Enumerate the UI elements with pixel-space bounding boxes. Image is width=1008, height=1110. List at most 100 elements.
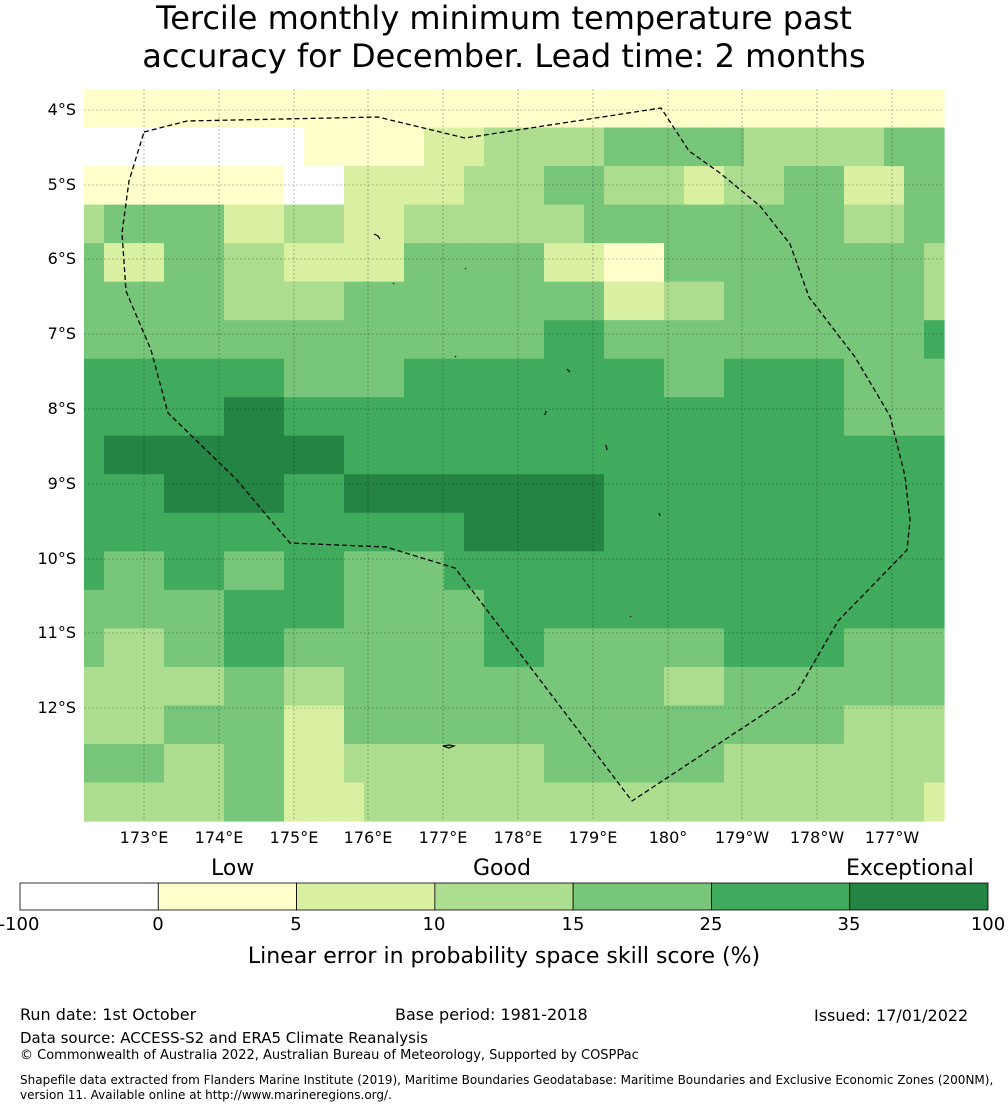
grid-cell bbox=[544, 127, 565, 167]
grid-cell bbox=[344, 474, 365, 514]
grid-cell bbox=[184, 204, 205, 244]
grid-cell bbox=[584, 628, 605, 668]
grid-cell bbox=[344, 666, 365, 707]
grid-cell bbox=[504, 551, 525, 591]
grid-cell bbox=[264, 705, 285, 745]
grid-cell bbox=[844, 166, 865, 206]
grid-cell bbox=[224, 320, 245, 360]
grid-cell bbox=[244, 474, 265, 514]
grid-cell bbox=[664, 705, 685, 745]
grid-cell bbox=[464, 435, 485, 475]
grid-cell bbox=[364, 320, 385, 360]
grid-cell bbox=[104, 281, 125, 321]
grid-cell bbox=[484, 589, 505, 629]
grid-cell bbox=[224, 589, 245, 629]
grid-cell bbox=[824, 166, 845, 206]
grid-cell bbox=[764, 204, 785, 244]
grid-cell bbox=[584, 166, 605, 206]
grid-cell bbox=[264, 127, 285, 167]
grid-cell bbox=[504, 628, 525, 668]
grid-cell bbox=[164, 166, 185, 206]
grid-cell bbox=[644, 666, 665, 707]
grid-cell bbox=[664, 474, 685, 514]
grid-cell bbox=[364, 166, 385, 206]
grid-cell bbox=[124, 127, 145, 167]
grid-cell bbox=[784, 397, 805, 437]
grid-cell bbox=[504, 358, 525, 398]
lon-label-178e: 178°E bbox=[493, 828, 543, 847]
grid-cell bbox=[864, 204, 885, 244]
grid-cell bbox=[444, 705, 465, 745]
grid-cell bbox=[464, 358, 485, 398]
grid-cell bbox=[844, 281, 865, 321]
grid-cell bbox=[864, 397, 885, 437]
grid-cell bbox=[644, 281, 665, 321]
grid-cell bbox=[404, 127, 425, 167]
colorbar-segment bbox=[434, 882, 574, 911]
grid-cell bbox=[364, 89, 385, 129]
grid-cell bbox=[224, 512, 245, 552]
grid-cell bbox=[524, 551, 545, 591]
grid-cell bbox=[804, 628, 825, 668]
grid-cell bbox=[764, 628, 785, 668]
grid-cell bbox=[164, 743, 185, 784]
grid-cell bbox=[844, 474, 865, 514]
grid-cell bbox=[204, 89, 225, 129]
grid-cell bbox=[504, 743, 525, 784]
grid-cell bbox=[384, 705, 405, 745]
grid-cell bbox=[344, 320, 365, 360]
grid-cell bbox=[584, 666, 605, 707]
grid-cell bbox=[244, 666, 265, 707]
grid-cell bbox=[424, 204, 445, 244]
grid-cell bbox=[544, 705, 565, 745]
grid-cell bbox=[884, 435, 905, 475]
grid-cell bbox=[404, 397, 425, 437]
grid-cell bbox=[204, 512, 225, 552]
grid-cell bbox=[644, 512, 665, 552]
grid-cell bbox=[204, 243, 225, 283]
grid-cell bbox=[84, 89, 105, 129]
grid-cell bbox=[784, 474, 805, 514]
grid-cell bbox=[444, 435, 465, 475]
grid-cell bbox=[84, 243, 105, 283]
grid-cell bbox=[304, 512, 325, 552]
grid-cell bbox=[124, 628, 145, 668]
lon-label-178w: 178°W bbox=[789, 828, 845, 847]
grid-cell bbox=[104, 243, 125, 283]
grid-cell bbox=[224, 358, 245, 398]
grid-cell bbox=[644, 320, 665, 360]
grid-cell bbox=[664, 166, 685, 206]
grid-cell bbox=[124, 358, 145, 398]
grid-cell bbox=[444, 89, 465, 129]
grid-cell bbox=[544, 397, 565, 437]
grid-cell bbox=[504, 397, 525, 437]
grid-cell bbox=[344, 397, 365, 437]
lat-label-7s: 7°S bbox=[47, 324, 76, 343]
lon-label-174e: 174°E bbox=[194, 828, 244, 847]
grid-cell bbox=[644, 243, 665, 283]
grid-cell bbox=[564, 127, 585, 167]
grid-cell bbox=[224, 397, 245, 437]
grid-cell bbox=[384, 551, 405, 591]
grid-cell bbox=[684, 397, 705, 437]
grid-cell bbox=[104, 474, 125, 514]
grid-cell bbox=[704, 628, 725, 668]
grid-cell bbox=[824, 397, 845, 437]
grid-cell bbox=[104, 743, 125, 784]
grid-cell bbox=[264, 281, 285, 321]
grid-cell bbox=[824, 666, 845, 707]
colorbar-tick: 25 bbox=[699, 914, 723, 935]
grid-cell bbox=[764, 589, 785, 629]
grid-cell bbox=[904, 358, 925, 398]
grid-cell bbox=[844, 782, 865, 822]
grid-cell bbox=[344, 435, 365, 475]
grid-cell bbox=[464, 666, 485, 707]
grid-cell bbox=[784, 512, 805, 552]
eez-boundary bbox=[121, 107, 911, 802]
grid-cell bbox=[304, 397, 325, 437]
grid-cell bbox=[924, 743, 945, 784]
grid-cell bbox=[284, 204, 305, 244]
grid-cell bbox=[84, 551, 105, 591]
grid-cell bbox=[184, 628, 205, 668]
grid-cell bbox=[244, 435, 265, 475]
